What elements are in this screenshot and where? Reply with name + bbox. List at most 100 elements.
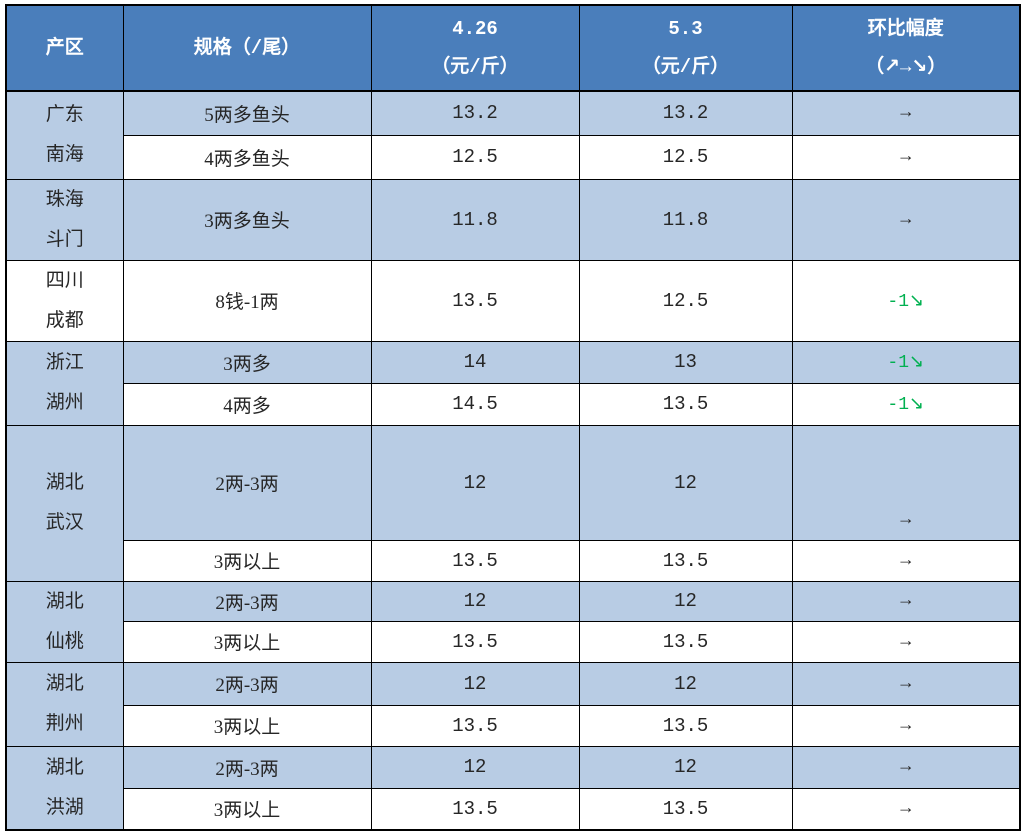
flat-arrow-icon: → (900, 715, 912, 736)
table-row: 3两以上 13.5 13.5 → (6, 620, 1021, 663)
header-region-label: 产区 (45, 37, 84, 59)
header-change: 环比幅度 （↗→↘） (791, 4, 1021, 92)
table-row: 湖北 仙桃 2两-3两 12 12 → (5, 580, 1021, 663)
region-line-2: 武汉 (45, 512, 84, 533)
price-426-cell: 12 (370, 424, 580, 541)
price-426-cell: 13.5 (370, 620, 580, 663)
price-426-cell: 14 (370, 340, 580, 384)
header-date-426-label: 4.26 (452, 18, 498, 40)
region-line-1: 湖北 (45, 472, 84, 493)
table-row: 珠海 斗门 3两多鱼头 11.8 11.8 → (5, 178, 1021, 261)
header-region: 产区 (5, 4, 124, 92)
fish-price-table: 产区 规格（/尾） 4.26 （元/斤） 5.3 （元/斤） 环比幅度 （↗→↘… (5, 4, 1021, 831)
price-426-cell: 13.5 (370, 787, 580, 831)
flat-arrow-icon: → (900, 673, 912, 694)
table-row: 湖北 洪湖 2两-3两 12 12 → (5, 745, 1021, 831)
change-cell: → (791, 787, 1021, 831)
price-426-cell: 13.5 (370, 259, 580, 342)
price-53-cell: 13.2 (578, 90, 793, 136)
flat-arrow-icon: → (900, 631, 912, 652)
table-body: 广东 南海 5两多鱼头 13.2 13.2 → 4两多鱼头 12.5 12.5 … (5, 90, 1021, 831)
price-426-cell: 11.8 (370, 178, 580, 261)
flat-arrow-icon: → (900, 757, 912, 777)
table-row: 4两多鱼头 12.5 12.5 → (6, 134, 1021, 180)
region-cell: 湖北 武汉 (5, 424, 124, 582)
region-cell: 浙江 湖州 (5, 340, 124, 426)
region-cell: 珠海 斗门 (5, 178, 124, 261)
change-cell: → (791, 178, 1021, 261)
header-spec-label: 规格（/尾） (193, 37, 301, 59)
region-line-1: 珠海 (45, 188, 84, 210)
header-change-arrows: （↗→↘） (865, 56, 947, 78)
price-426-cell: 12 (370, 745, 580, 789)
table-row: 浙江 湖州 3两多 14 13 -1↘ (5, 340, 1021, 426)
region-line-1: 广东 (45, 104, 84, 126)
price-53-cell: 13.5 (578, 704, 793, 747)
region-line-2: 仙桃 (45, 630, 84, 652)
region-line-2: 荆州 (45, 713, 84, 734)
region-line-1: 四川 (45, 269, 84, 291)
price-426-cell: 13.5 (370, 704, 580, 747)
flat-arrow-icon: → (900, 147, 912, 167)
flat-arrow-icon: → (900, 591, 912, 611)
spec-cell: 3两多 (122, 340, 372, 384)
price-53-cell: 13.5 (578, 787, 793, 831)
header-date-53-label: 5.3 (668, 18, 703, 40)
region-line-1: 湖北 (45, 673, 84, 694)
change-cell: → (791, 580, 1021, 622)
region-cell: 湖北 仙桃 (5, 580, 124, 663)
table-row: 四川 成都 8钱-1两 13.5 12.5 -1↘ (5, 259, 1021, 342)
region-cell: 广东 南海 (5, 90, 124, 180)
region-line-1: 浙江 (45, 352, 84, 373)
spec-cell: 3两以上 (122, 704, 372, 747)
price-53-cell: 13.5 (578, 539, 793, 582)
header-date-426-unit: （元/斤） (431, 56, 519, 78)
spec-cell: 3两以上 (122, 539, 372, 582)
price-426-cell: 13.5 (370, 539, 580, 582)
change-cell: → (791, 620, 1021, 663)
header-date-53: 5.3 （元/斤） (578, 4, 793, 92)
spec-cell: 2两-3两 (122, 745, 372, 789)
down-arrow-icon: -1↘ (887, 291, 925, 312)
spec-cell: 4两多 (122, 382, 372, 426)
spec-cell: 2两-3两 (122, 580, 372, 622)
price-53-cell: 12.5 (578, 134, 793, 180)
change-cell: -1↘ (791, 382, 1021, 426)
price-426-cell: 12 (370, 661, 580, 706)
region-line-1: 湖北 (45, 590, 84, 612)
table-row: 湖北 武汉 2两-3两 12 12 → (5, 424, 1021, 582)
header-row: 产区 规格（/尾） 4.26 （元/斤） 5.3 （元/斤） 环比幅度 （↗→↘… (5, 4, 1021, 92)
spec-cell: 2两-3两 (122, 424, 372, 541)
table-row: 3两以上 13.5 13.5 → (6, 787, 1021, 831)
region-line-1: 湖北 (45, 756, 84, 778)
change-cell: → (791, 90, 1021, 136)
price-53-cell: 13 (578, 340, 793, 384)
region-line-2: 湖州 (45, 392, 84, 413)
price-53-cell: 11.8 (578, 178, 793, 261)
price-426-cell: 12 (370, 580, 580, 622)
change-cell: -1↘ (791, 340, 1021, 384)
table-header: 产区 规格（/尾） 4.26 （元/斤） 5.3 （元/斤） 环比幅度 （↗→↘… (5, 4, 1021, 92)
change-cell: → (791, 539, 1021, 582)
down-arrow-icon: -1↘ (887, 395, 925, 415)
price-426-cell: 13.2 (370, 90, 580, 136)
price-426-cell: 14.5 (370, 382, 580, 426)
spec-cell: 3两多鱼头 (122, 178, 372, 261)
flat-arrow-icon: → (900, 550, 912, 571)
change-cell: → (791, 704, 1021, 747)
price-53-cell: 12.5 (578, 259, 793, 342)
table-row: 3两以上 13.5 13.5 → (6, 704, 1021, 747)
region-cell: 四川 成都 (5, 259, 124, 342)
price-53-cell: 12 (578, 745, 793, 789)
table-row: 湖北 荆州 2两-3两 12 12 → (5, 661, 1021, 747)
table-row: 4两多 14.5 13.5 -1↘ (6, 382, 1021, 426)
region-line-2: 斗门 (45, 228, 84, 250)
header-spec: 规格（/尾） (122, 4, 372, 92)
price-53-cell: 12 (578, 661, 793, 706)
spec-cell: 3两以上 (122, 787, 372, 831)
region-line-2: 南海 (45, 144, 84, 166)
price-53-cell: 12 (578, 580, 793, 622)
spec-cell: 2两-3两 (122, 661, 372, 706)
price-53-cell: 12 (578, 424, 793, 541)
